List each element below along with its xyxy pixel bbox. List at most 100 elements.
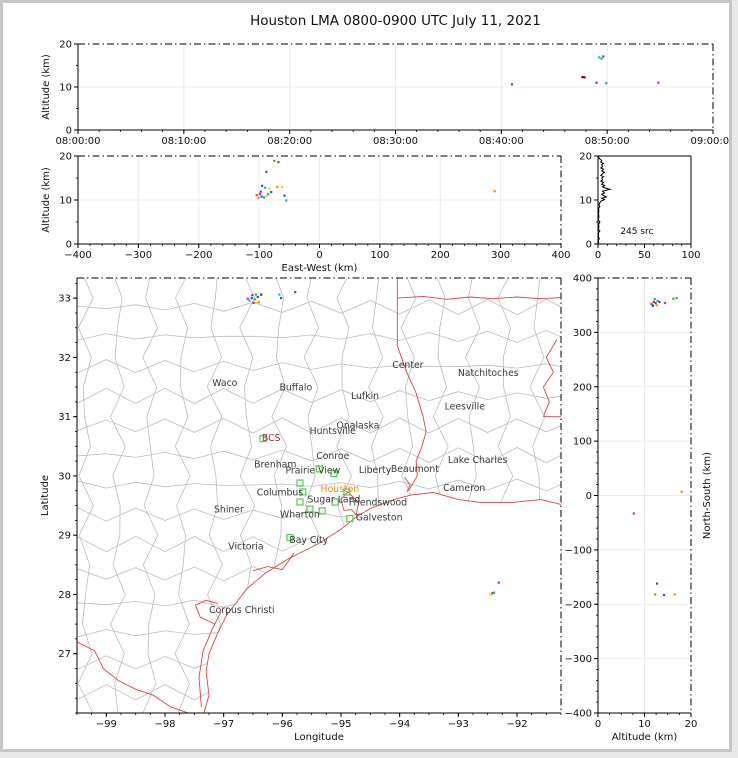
svg-text:20: 20: [579, 152, 592, 163]
source-count-annotation: 245 src: [620, 227, 653, 237]
lma-station-markers: [259, 434, 354, 542]
city-label: Conroe: [316, 451, 349, 462]
lma-figure-canvas: 08:00:00 08:10:00 08:20:00 08:30:00 08:40:00…: [40, 40, 729, 744]
svg-text:32: 32: [58, 353, 71, 364]
altitude-histogram-panel: 245 src 0 50 100 0 10 20: [579, 152, 700, 262]
svg-text:28: 28: [58, 590, 71, 601]
svg-text:0: 0: [66, 126, 72, 137]
svg-text:27: 27: [58, 649, 71, 660]
city-label: Wharton: [280, 509, 320, 520]
city-label: Cameron: [443, 483, 485, 494]
svg-text:400: 400: [573, 274, 592, 285]
map-ylabel: Latitude: [40, 475, 51, 516]
svg-text:−99: −99: [96, 719, 117, 730]
svg-text:−200: −200: [565, 600, 592, 611]
svg-text:08:20:00: 08:20:00: [267, 136, 312, 147]
lma-source-points: [510, 55, 660, 86]
city-label: Corpus Christi: [209, 605, 274, 616]
svg-text:08:40:00: 08:40:00: [479, 136, 524, 147]
svg-text:10: 10: [59, 83, 72, 94]
svg-text:08:00:00: 08:00:00: [56, 136, 101, 147]
time-height-ylabel: Altitude (km): [41, 54, 52, 120]
map-xlabel: Longitude: [294, 732, 344, 743]
city-labels: Waco Buffalo Lufkin Center Natchitoches Leesv…: [209, 360, 519, 616]
page-title: Houston LMA 0800-0900 UTC July 11, 2021: [250, 13, 541, 29]
city-label: Waco: [212, 378, 237, 389]
city-label: Shiner: [214, 505, 244, 516]
svg-text:−400: −400: [565, 709, 592, 720]
city-label: Victoria: [228, 541, 263, 552]
svg-text:−200: −200: [185, 250, 212, 261]
city-label: Houston: [321, 484, 360, 495]
svg-text:−96: −96: [272, 719, 293, 730]
city-label: Leesville: [445, 402, 486, 413]
svg-text:−93: −93: [448, 719, 469, 730]
svg-text:0: 0: [586, 240, 592, 251]
svg-text:0: 0: [66, 240, 72, 251]
svg-text:−92: −92: [506, 719, 527, 730]
city-label: BCS: [262, 433, 281, 444]
svg-text:08:30:00: 08:30:00: [373, 136, 418, 147]
city-label: Lufkin: [351, 391, 379, 402]
svg-text:08:50:00: 08:50:00: [585, 136, 630, 147]
svg-text:0: 0: [595, 719, 601, 730]
city-label: Buffalo: [279, 383, 312, 394]
city-label: Onalaska: [337, 421, 380, 432]
svg-text:10: 10: [638, 719, 651, 730]
svg-text:0: 0: [316, 250, 322, 261]
city-label: Lake Charles: [448, 455, 508, 466]
svg-text:−95: −95: [330, 719, 351, 730]
svg-text:10: 10: [59, 196, 72, 207]
city-label: Sugar Land: [308, 495, 361, 506]
svg-text:−97: −97: [213, 719, 234, 730]
svg-text:−94: −94: [389, 719, 410, 730]
svg-text:0: 0: [586, 491, 592, 502]
city-label: Liberty: [359, 465, 392, 476]
city-label: Friendswood: [349, 498, 407, 509]
time-height-panel: 08:00:00 08:10:00 08:20:00 08:30:00 08:40:00…: [41, 40, 729, 148]
svg-text:200: 200: [431, 250, 450, 261]
ew-height-xlabel: East-West (km): [282, 263, 358, 274]
altitude-histogram-line: [597, 155, 613, 244]
city-label: Prairie View: [285, 466, 340, 477]
svg-text:20: 20: [59, 152, 72, 163]
svg-text:30: 30: [58, 471, 71, 482]
map-panel: Waco Buffalo Lufkin Center Natchitoches Leesv…: [40, 277, 562, 743]
city-label: Galveston: [356, 512, 403, 523]
ns-height-panel: 0 10 20 400 300 200 100 0 −100 −200 −300 −400 Altitu…: [565, 274, 713, 744]
svg-text:−100: −100: [245, 250, 272, 261]
svg-text:−300: −300: [565, 654, 592, 665]
city-label: Natchitoches: [458, 368, 519, 379]
svg-text:0: 0: [595, 250, 601, 261]
svg-text:400: 400: [551, 250, 570, 261]
city-label: Bay City: [289, 535, 328, 546]
svg-text:20: 20: [685, 719, 698, 730]
svg-text:100: 100: [370, 250, 389, 261]
svg-text:100: 100: [573, 437, 592, 448]
city-label: Columbus: [257, 488, 304, 499]
lma-source-points: [246, 291, 500, 596]
svg-text:100: 100: [681, 250, 700, 261]
svg-text:31: 31: [58, 412, 71, 423]
svg-text:08:10:00: 08:10:00: [161, 136, 206, 147]
city-label: Brenham: [254, 460, 296, 471]
svg-text:300: 300: [573, 328, 592, 339]
svg-text:−300: −300: [125, 250, 152, 261]
svg-text:10: 10: [579, 196, 592, 207]
svg-text:−100: −100: [565, 545, 592, 556]
lma-source-points: [255, 159, 496, 202]
ns-height-ylabel: North-South (km): [702, 452, 713, 539]
city-label: Center: [392, 360, 423, 371]
city-label: Huntsville: [310, 426, 357, 437]
ns-height-xlabel: Altitude (km): [612, 732, 678, 743]
ew-height-panel: −400 −300 −200 −100 0 100 200 300 400 0 10 20 East-W…: [41, 152, 571, 275]
svg-text:−98: −98: [154, 719, 175, 730]
lma-source-points: [632, 297, 683, 597]
city-label: Beaumont: [391, 464, 439, 475]
svg-text:−400: −400: [64, 250, 91, 261]
svg-text:33: 33: [58, 294, 71, 305]
svg-text:20: 20: [59, 40, 72, 51]
state-and-coast-lines: [77, 278, 561, 713]
svg-text:200: 200: [573, 382, 592, 393]
